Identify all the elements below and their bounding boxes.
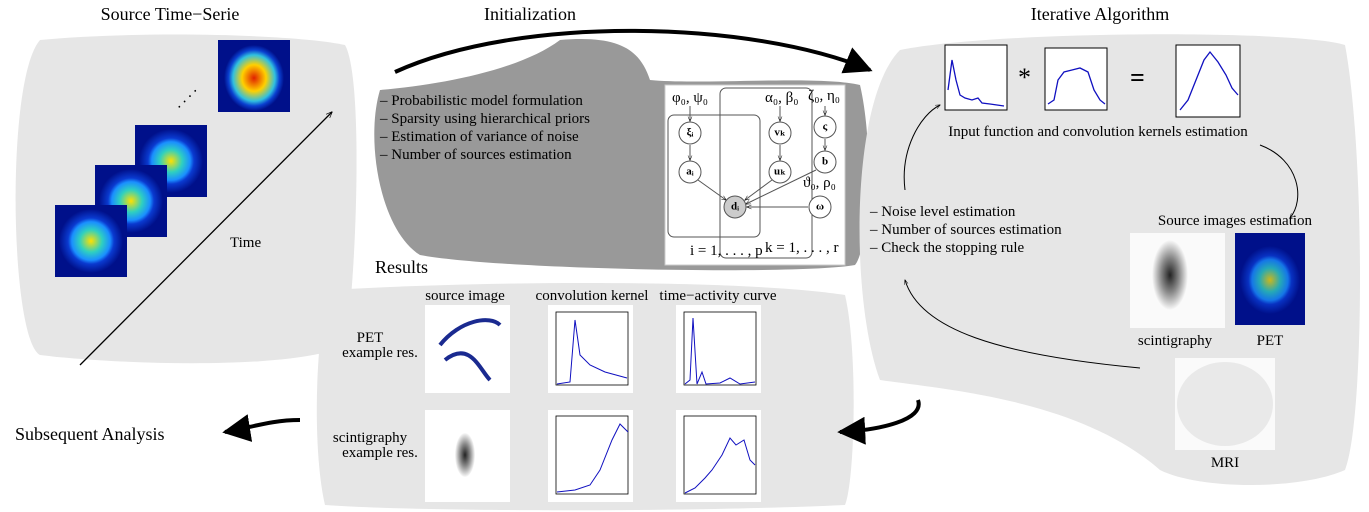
row-label: PET [357, 330, 384, 346]
shape-path [905, 280, 1141, 369]
shape-circle [723, 195, 747, 219]
shape-path [394, 28, 873, 74]
init-item: – Number of sources estimation [379, 147, 572, 163]
row-sublabel: example res. [342, 445, 418, 461]
row-sublabel: example res. [342, 345, 418, 361]
image-label: PET [1257, 333, 1284, 349]
group [947, 50, 1239, 111]
shape-rect [1175, 44, 1241, 118]
shape-rect [719, 87, 813, 259]
shape-rect [555, 415, 629, 495]
node-label: ξᵢ [687, 127, 694, 139]
shape-rect [425, 305, 510, 393]
shape-path [222, 414, 301, 442]
hyperparameter: α₀, β₀ [765, 90, 798, 106]
result-cells [425, 305, 761, 502]
shape-polyline [1047, 67, 1106, 105]
node-label: ω [816, 201, 824, 213]
results-title: Results [375, 257, 428, 277]
shape-polyline [1179, 50, 1239, 111]
shape-ellipse [59, 209, 123, 273]
group: φ₀, ψ₀ α₀, β₀ ζ₀, η₀ ϑ₀, ρ₀ i = 1, . . .… [672, 88, 840, 259]
iter-item: – Noise level estimation [869, 204, 1016, 220]
plate-label: i = 1, . . . , p [690, 243, 763, 259]
init-item: – Estimation of variance of noise [379, 129, 579, 145]
group: source image convolution kernel time−act… [333, 288, 777, 461]
shape-path [837, 399, 921, 445]
init-item: – Sparsity using hierarchical priors [379, 111, 590, 127]
shape-line [79, 112, 332, 366]
source-title: Source Time−Serie [101, 4, 240, 24]
shape-ellipse [1177, 362, 1273, 446]
shape-line [746, 169, 817, 204]
shape-ellipse [455, 433, 475, 477]
hyperparameter: ζ₀, η₀ [808, 88, 840, 104]
shape-rect [676, 410, 761, 502]
shape-rect [944, 44, 1008, 111]
row-label: scintigraphy [333, 430, 408, 446]
operator: = [1130, 63, 1145, 92]
shape-polyline [947, 59, 1005, 107]
shape-circle [808, 195, 832, 219]
shape-circle [813, 115, 837, 139]
shape-path [438, 318, 502, 382]
shape-rect [683, 415, 757, 495]
iter-item: – Check the stopping rule [869, 240, 1024, 256]
iter-item: – Number of sources estimation [869, 222, 1062, 238]
column-header: time−activity curve [659, 288, 777, 304]
shape-rect [683, 311, 757, 386]
node-label: uₖ [774, 166, 786, 178]
init-title: Initialization [484, 4, 576, 24]
shape-path [903, 105, 940, 191]
shape-ellipse [1240, 246, 1300, 314]
shape-rect [1044, 47, 1108, 111]
shape-line [745, 179, 773, 200]
shape-line [697, 179, 726, 200]
init-item: – Probabilistic model formulation [379, 93, 583, 109]
source-caption: Source images estimation [1158, 213, 1313, 229]
shape-polyline [684, 437, 756, 494]
node-label: b [822, 156, 828, 168]
time-frames [55, 40, 290, 277]
node-label: ς [823, 121, 828, 133]
shape-circle [768, 121, 792, 145]
shape-rect [555, 311, 629, 386]
column-header: convolution kernel [536, 288, 649, 304]
time-label: Time [230, 235, 261, 251]
operator: * [1018, 63, 1031, 92]
plate-label: k = 1, . . . , r [765, 240, 838, 256]
shape-circle [768, 160, 792, 184]
shape-rect [667, 114, 761, 238]
shape-rect [548, 305, 633, 393]
hyperparameter: φ₀, ψ₀ [672, 90, 708, 106]
shape-circle [678, 121, 702, 145]
shape-polyline [556, 319, 628, 385]
hyperparameter: ϑ₀, ρ₀ [803, 175, 836, 191]
kernel-caption: Input function and convolution kernels e… [948, 124, 1248, 140]
image-label: MRI [1211, 455, 1239, 471]
shape-circle [813, 150, 837, 174]
node-label: aᵢ [686, 166, 694, 178]
output-label: Subsequent Analysis [15, 424, 165, 444]
group: – Noise level estimation – Number of sou… [869, 204, 1062, 256]
group [556, 317, 756, 494]
shape-polyline [684, 317, 756, 385]
shape-path [1259, 144, 1299, 218]
group: – Probabilistic model formulation – Spar… [379, 93, 590, 163]
shape-rect [676, 305, 761, 393]
node-label: dᵢ [731, 201, 739, 213]
shape-polyline [556, 423, 629, 493]
node-label: vₖ [774, 127, 786, 139]
graphical-model [664, 84, 846, 266]
shape-ellipse [224, 45, 284, 111]
image-label: scintigraphy [1138, 333, 1213, 349]
iter-title: Iterative Algorithm [1031, 4, 1169, 24]
group [555, 311, 757, 495]
shape-ellipse [1152, 240, 1188, 310]
column-header: source image [425, 288, 505, 304]
shape-circle [678, 160, 702, 184]
shape-path [15, 34, 357, 364]
